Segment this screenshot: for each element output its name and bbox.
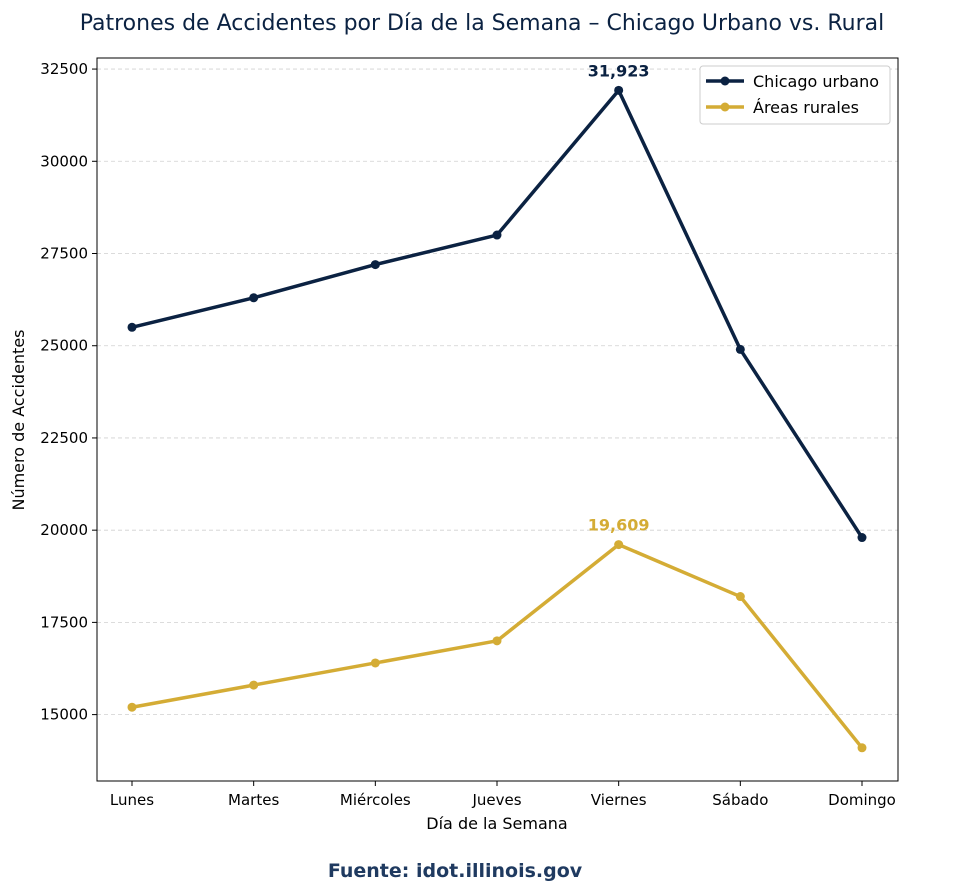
y-tick-label: 15000: [40, 706, 88, 724]
series-line: [131, 88, 864, 539]
x-tick-label: Jueves: [471, 791, 521, 809]
x-tick-label: Domingo: [828, 791, 896, 809]
legend-label-rural: Áreas rurales: [753, 98, 859, 117]
x-tick-label: Viernes: [591, 791, 647, 809]
data-point: [249, 293, 259, 303]
chart-title: Patrones de Accidentes por Día de la Sem…: [80, 11, 885, 36]
y-tick-label: 22500: [40, 429, 88, 447]
data-point: [735, 592, 745, 602]
peak-data-label: 31,923: [588, 61, 650, 80]
plot-area: [96, 57, 899, 782]
legend-marker-urban: [720, 76, 730, 86]
data-point: [370, 260, 380, 270]
data-point: [614, 85, 624, 95]
data-point: [492, 636, 502, 646]
data-point: [735, 344, 745, 354]
data-point: [492, 230, 502, 240]
legend-marker-rural: [720, 102, 730, 112]
y-tick-label: 32500: [40, 60, 88, 78]
y-tick-label: 20000: [40, 521, 88, 539]
legend-label-urban: Chicago urbano: [753, 72, 879, 91]
data-point: [614, 540, 624, 550]
x-tick-label: Lunes: [110, 791, 154, 809]
source-note: Fuente: idot.illinois.gov: [328, 860, 583, 882]
y-tick-label: 30000: [40, 152, 88, 170]
x-tick-label: Martes: [228, 791, 279, 809]
data-point: [857, 533, 867, 543]
x-tick-label: Miércoles: [340, 791, 411, 809]
series-line: [131, 542, 864, 749]
data-point: [249, 680, 259, 690]
data-point: [127, 702, 137, 712]
legend: Chicago urbano Áreas rurales: [699, 65, 891, 125]
x-axis-label: Día de la Semana: [426, 814, 567, 833]
data-point: [127, 322, 137, 332]
y-tick-label: 27500: [40, 245, 88, 263]
y-tick-label: 25000: [40, 337, 88, 355]
peak-data-label: 19,609: [588, 516, 650, 535]
y-tick-label: 17500: [40, 613, 88, 631]
data-point: [857, 743, 867, 753]
data-point: [370, 658, 380, 668]
y-axis-label: Número de Accidentes: [9, 329, 28, 510]
x-tick-label: Sábado: [712, 791, 768, 809]
